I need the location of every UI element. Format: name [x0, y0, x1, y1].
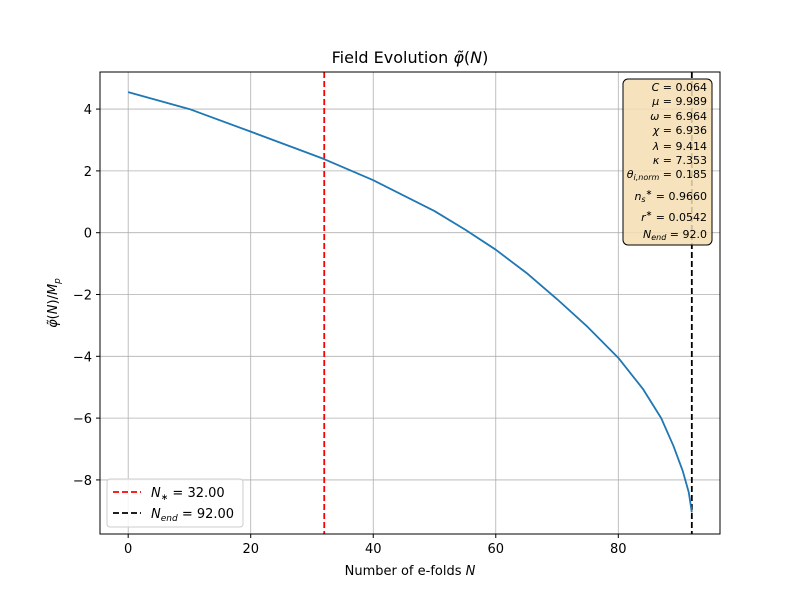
info-line-n-end: Nend = 92.0 [643, 228, 707, 242]
y-tick-label: −2 [73, 289, 92, 304]
info-line-c: C = 0.064 [652, 81, 707, 94]
info-line-omega: ω = 6.964 [650, 110, 707, 123]
y-tick-label: 2 [84, 165, 92, 180]
y-tick-label: 4 [84, 103, 92, 118]
axes-frame [99, 71, 721, 535]
x-tick-label: 20 [242, 542, 259, 557]
parameter-info-box: C = 0.064 μ = 9.989 ω = 6.964 χ = 6.936 … [622, 78, 713, 246]
x-axis-ticks: 0 20 40 60 80 [124, 534, 627, 557]
x-tick-label: 60 [487, 542, 504, 557]
x-tick-label: 80 [610, 542, 627, 557]
legend-box [106, 478, 244, 528]
series-line [127, 91, 693, 513]
x-axis-label: Number of e-folds N [345, 564, 476, 579]
y-tick-label: −8 [73, 474, 92, 489]
y-axis-ticks: −8 −6 −4 −2 0 2 4 [73, 103, 100, 489]
info-line-ns: ns∗ = 0.9660 [634, 188, 707, 204]
y-tick-label: −4 [73, 350, 92, 365]
series-layer [127, 91, 693, 513]
x-tick-label: 40 [365, 542, 382, 557]
info-line-kappa: κ = 7.353 [653, 154, 707, 167]
info-line-theta: θi,norm = 0.185 [627, 168, 707, 182]
legend-label-n-star: N∗ = 32.00 [151, 486, 225, 503]
grid-lines [100, 72, 720, 534]
legend: N∗ = 32.00 Nend = 92.00 [106, 478, 244, 528]
x-tick-label: 0 [124, 542, 132, 557]
y-tick-label: −6 [73, 412, 92, 427]
y-axis-label: φ̃(N)/Mp [46, 278, 63, 328]
info-line-lambda: λ = 9.414 [652, 140, 707, 153]
info-line-r: r∗ = 0.0542 [641, 209, 707, 224]
info-line-mu: μ = 9.989 [651, 95, 707, 108]
chart-title: Field Evolution φ̃(N) [332, 48, 489, 67]
info-line-chi: χ = 6.936 [652, 124, 707, 137]
legend-label-n-end: Nend = 92.00 [151, 507, 234, 524]
info-box-background [622, 78, 713, 246]
y-tick-label: 0 [84, 227, 92, 242]
